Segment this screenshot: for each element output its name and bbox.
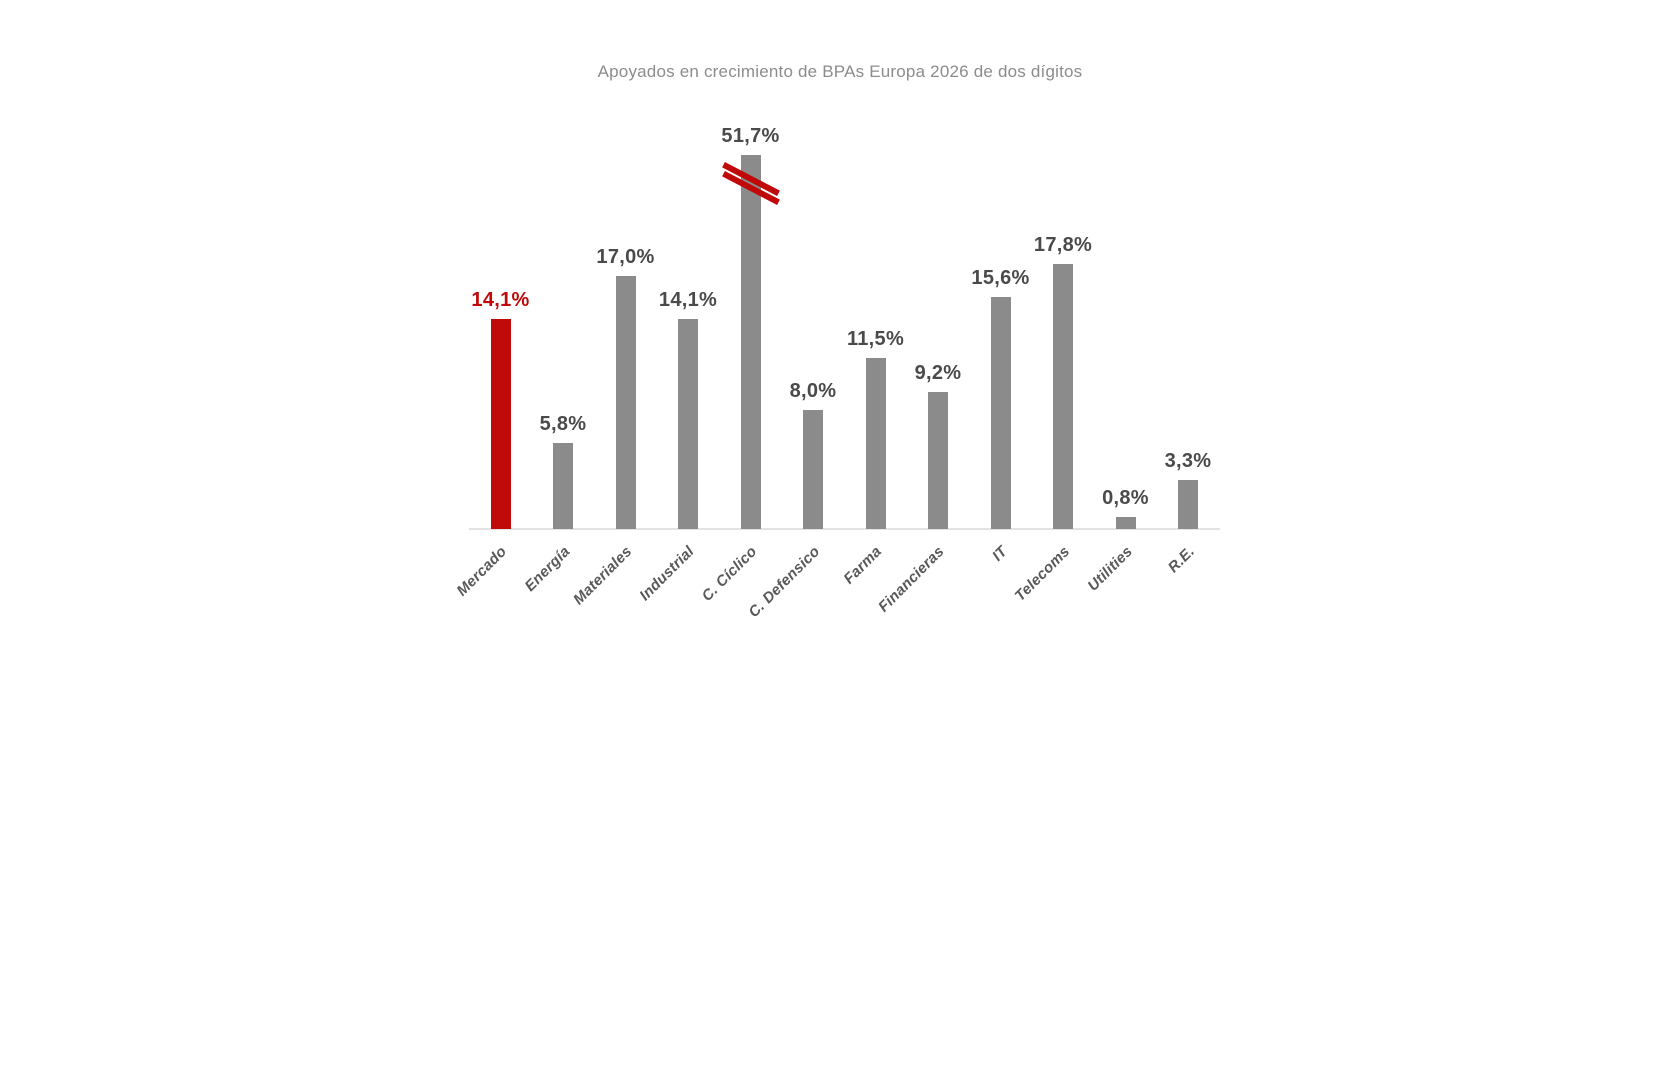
value-label: 17,8% bbox=[1033, 234, 1093, 256]
bar-farma bbox=[865, 358, 886, 529]
category-label: Mercado bbox=[453, 543, 511, 600]
value-label: 11,5% bbox=[846, 328, 905, 350]
value-label: 8,0% bbox=[789, 380, 837, 402]
bar-r-e- bbox=[1178, 480, 1198, 529]
bar-financieras bbox=[928, 392, 948, 529]
bar-telecoms bbox=[1053, 264, 1073, 529]
bar-utilities bbox=[1115, 517, 1136, 529]
value-label: 15,6% bbox=[971, 267, 1030, 289]
value-label: 3,3% bbox=[1164, 450, 1212, 472]
chart-title: Apoyados en crecimiento de BPAs Europa 2… bbox=[597, 62, 1083, 81]
category-label: Farma bbox=[840, 543, 886, 588]
bar-c-defensico bbox=[803, 410, 823, 529]
bar-energ-a bbox=[553, 443, 573, 529]
bar-mercado bbox=[490, 319, 511, 529]
category-label: IT bbox=[988, 543, 1011, 565]
value-label: 14,1% bbox=[471, 289, 530, 311]
x-axis-line bbox=[469, 528, 1220, 530]
value-label: 14,1% bbox=[658, 289, 718, 311]
bar-c-c-clico bbox=[740, 155, 761, 529]
category-label: Industrial bbox=[636, 543, 699, 605]
bar-it bbox=[990, 297, 1011, 529]
value-label: 51,7% bbox=[721, 125, 780, 147]
bar-industrial bbox=[678, 319, 698, 529]
bar-materiales bbox=[615, 276, 636, 529]
value-label: 0,8% bbox=[1102, 487, 1149, 509]
category-label: Utilities bbox=[1083, 543, 1136, 595]
category-label: Financieras bbox=[875, 543, 949, 616]
value-label: 5,8% bbox=[539, 413, 587, 435]
value-label: 9,2% bbox=[914, 362, 962, 384]
category-label: C. Cíclico bbox=[698, 543, 761, 605]
category-label: R.E. bbox=[1164, 543, 1199, 577]
category-label: Materiales bbox=[570, 543, 636, 609]
category-label: Telecoms bbox=[1011, 543, 1074, 605]
value-label: 17,0% bbox=[596, 246, 655, 268]
category-label: Energía bbox=[521, 543, 574, 595]
